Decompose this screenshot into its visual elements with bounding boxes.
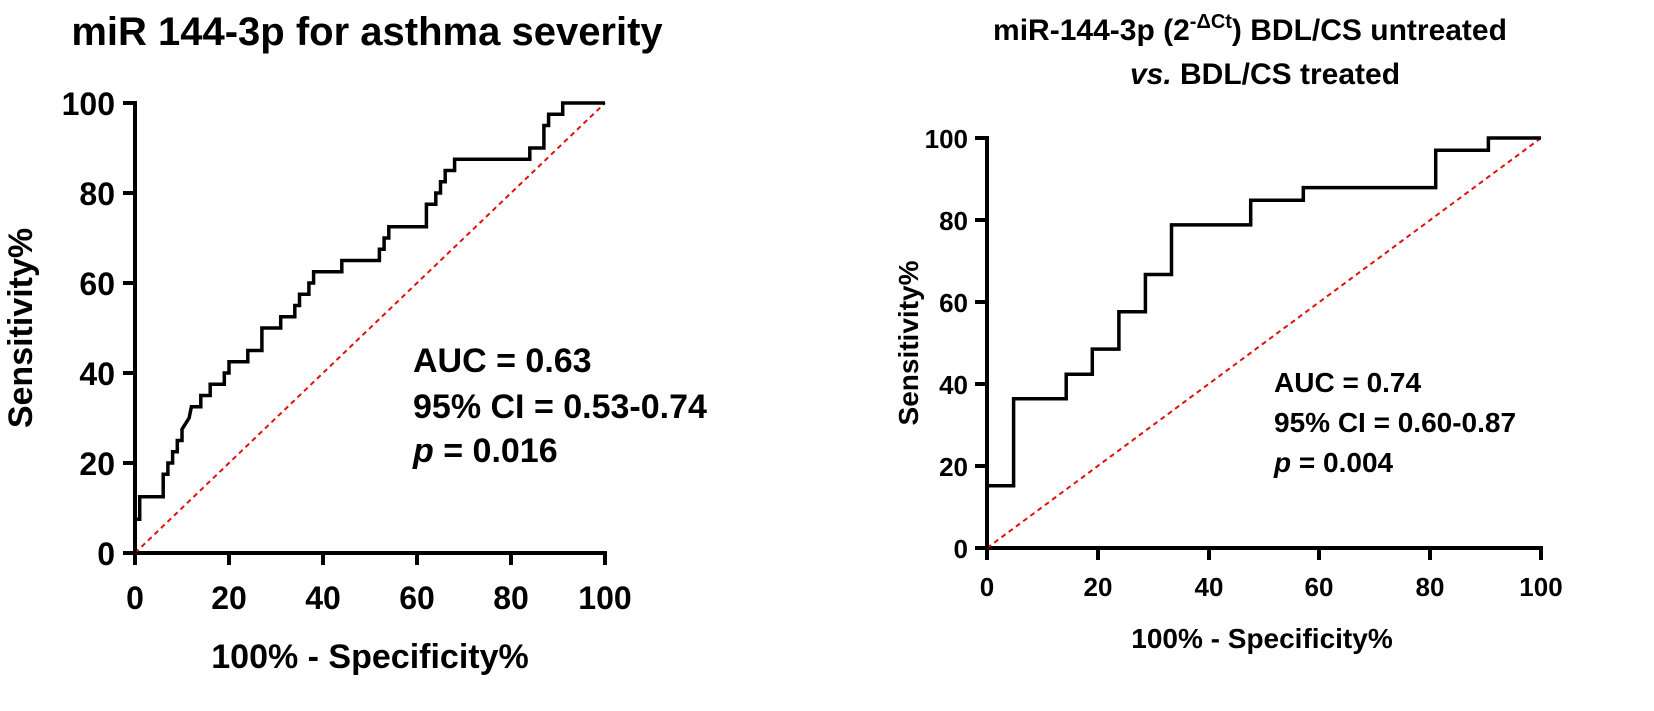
chart-left-roc-curve [133, 101, 605, 553]
chart-right-title-line2: vs. BDL/CS treated [1130, 58, 1400, 91]
chart-left-pvalue: p = 0.016 [412, 432, 558, 470]
chart-left-title: miR 144-3p for asthma severity [71, 10, 663, 54]
chart-left-xtick-label: 60 [399, 580, 435, 616]
chart-right-reference-line [986, 137, 1542, 549]
chart-right-x-ticks: 0 20 40 60 80 100 [980, 548, 1563, 602]
chart-right-xtick-label: 80 [1416, 572, 1445, 602]
chart-left-p-symbol: p [412, 432, 434, 470]
chart-right-roc-curve [985, 136, 1541, 548]
chart-left-ytick-label: 80 [79, 176, 115, 212]
chart-right-title-superscript: -ΔCt [1190, 11, 1232, 33]
chart-right-auc: AUC = 0.74 [1274, 367, 1421, 398]
chart-left-ytick-label: 40 [79, 356, 115, 392]
chart-left: miR 144-3p for asthma severity 0 20 40 6… [2, 10, 707, 676]
chart-right-xlabel: 100% - Specificity% [1131, 623, 1393, 654]
chart-right-ytick-label: 0 [954, 534, 968, 564]
chart-right-xtick-label: 60 [1305, 572, 1334, 602]
chart-right-ytick-label: 40 [939, 370, 968, 400]
chart-right-ytick-label: 80 [939, 206, 968, 236]
chart-right-xtick-label: 0 [980, 572, 994, 602]
chart-left-x-ticks: 0 20 40 60 80 100 [126, 553, 632, 616]
chart-left-y-ticks: 0 20 40 60 80 100 [62, 86, 135, 572]
chart-left-ci: 95% CI = 0.53-0.74 [413, 388, 707, 426]
chart-right-p-number: = 0.004 [1291, 447, 1393, 478]
chart-right-title-rest: BDL/CS treated [1172, 58, 1400, 91]
chart-right-title-prefix: miR-144-3p (2 [993, 14, 1190, 47]
chart-left-ytick-label: 100 [62, 86, 115, 122]
chart-right-title-suffix: ) BDL/CS untreated [1232, 14, 1507, 47]
chart-left-auc: AUC = 0.63 [413, 342, 592, 380]
chart-left-xtick-label: 20 [211, 580, 247, 616]
chart-right-y-ticks: 0 20 40 60 80 100 [925, 124, 987, 564]
chart-left-p-number: = 0.016 [434, 432, 558, 470]
chart-left-xtick-label: 100 [578, 580, 631, 616]
chart-right-xtick-label: 20 [1084, 572, 1113, 602]
chart-left-ylabel: Sensitivity% [2, 228, 40, 428]
chart-right-title-vs: vs. [1130, 58, 1172, 91]
chart-right: miR-144-3p (2-ΔCt) BDL/CS untreated vs. … [893, 11, 1563, 654]
chart-left-xlabel: 100% - Specificity% [211, 638, 528, 676]
chart-right-pvalue: p = 0.004 [1273, 447, 1394, 478]
chart-left-ytick-label: 0 [97, 536, 115, 572]
chart-right-xtick-label: 40 [1195, 572, 1224, 602]
chart-left-ytick-label: 20 [79, 446, 115, 482]
chart-right-ytick-label: 100 [925, 124, 968, 154]
chart-left-xtick-label: 40 [305, 580, 341, 616]
chart-left-xtick-label: 0 [126, 580, 144, 616]
chart-right-p-symbol: p [1273, 447, 1291, 478]
chart-right-ci: 95% CI = 0.60-0.87 [1274, 407, 1516, 438]
chart-right-xtick-label: 100 [1519, 572, 1562, 602]
chart-left-reference-line [134, 102, 606, 554]
chart-left-xtick-label: 80 [493, 580, 529, 616]
chart-left-ytick-label: 60 [79, 266, 115, 302]
chart-right-title-line1: miR-144-3p (2-ΔCt) BDL/CS untreated [993, 11, 1507, 47]
chart-right-ytick-label: 20 [939, 452, 968, 482]
chart-right-ytick-label: 60 [939, 288, 968, 318]
chart-right-ylabel: Sensitivity% [893, 260, 924, 425]
